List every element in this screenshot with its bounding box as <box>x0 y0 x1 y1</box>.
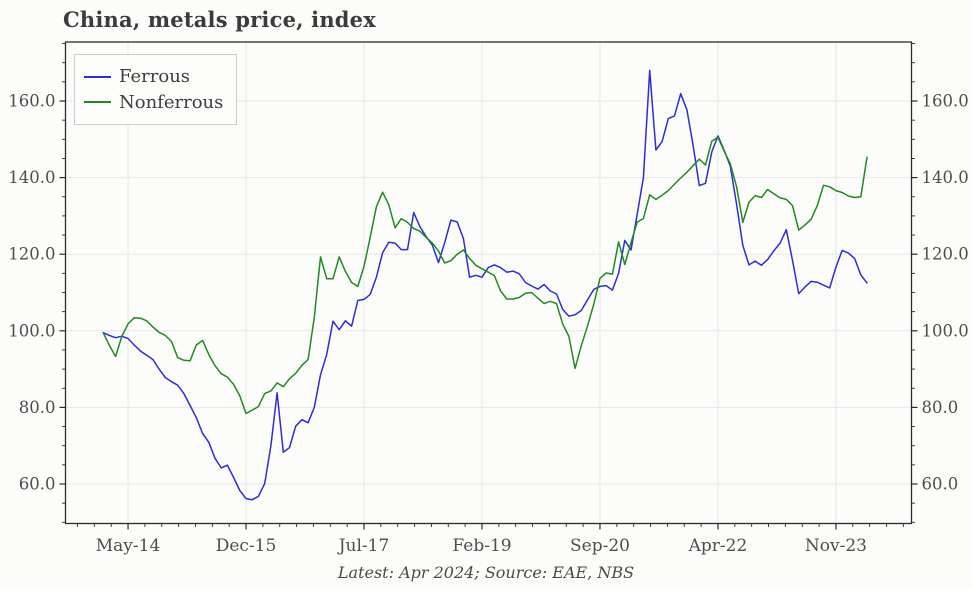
y-tick-label-right: 60.0 <box>922 475 959 494</box>
ferrous-line <box>102 69 868 501</box>
legend-item-ferrous: Ferrous <box>84 65 236 87</box>
x-tick-label: Sep-20 <box>570 536 630 556</box>
y-tick-label-left: 60.0 <box>19 475 56 494</box>
source-note: Latest: Apr 2024; Source: EAE, NBS <box>337 563 635 582</box>
y-tick-label-right: 160.0 <box>922 92 969 111</box>
x-tick-label: Feb-19 <box>452 536 511 556</box>
chart-title: China, metals price, index <box>63 7 376 32</box>
axis-tick-labels: 60.0 60.0 80.0 80.0 100.0 100.0 120.0 120.0 140.… <box>8 92 969 557</box>
y-tick-label-right: 100.0 <box>922 321 969 340</box>
y-tick-label-left: 160.0 <box>8 92 55 111</box>
legend-label-nonferrous: Nonferrous <box>119 91 224 113</box>
x-tick-label: Nov-23 <box>805 536 867 556</box>
x-tick-label: May-14 <box>96 536 161 556</box>
nonferrous-line <box>102 136 868 415</box>
series-lines <box>102 69 868 501</box>
nonferrous-line-swatch <box>84 101 111 104</box>
legend-item-nonferrous: Nonferrous <box>84 91 236 113</box>
x-tick-label: Apr-22 <box>688 536 748 556</box>
y-tick-label-right: 120.0 <box>922 245 969 264</box>
x-tick-label: Dec-15 <box>216 536 277 556</box>
legend: Ferrous Nonferrous <box>74 54 237 125</box>
y-tick-label-left: 100.0 <box>8 321 55 340</box>
plot-border <box>64 41 913 525</box>
y-tick-label-left: 80.0 <box>19 398 56 417</box>
x-tick-label: Jul-17 <box>337 536 390 556</box>
y-tick-label-right: 80.0 <box>922 398 959 417</box>
gridlines <box>65 42 912 524</box>
y-tick-label-left: 120.0 <box>8 245 55 264</box>
y-tick-label-left: 140.0 <box>8 168 55 187</box>
ferrous-line-swatch <box>84 75 111 78</box>
y-tick-label-right: 140.0 <box>922 168 969 187</box>
legend-label-ferrous: Ferrous <box>119 65 191 87</box>
